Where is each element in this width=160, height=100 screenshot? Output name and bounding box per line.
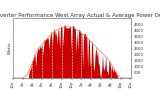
Title: Solar PV/Inverter Performance West Array Actual & Average Power Output: Solar PV/Inverter Performance West Array… <box>0 13 160 18</box>
Y-axis label: Watts: Watts <box>7 42 11 54</box>
